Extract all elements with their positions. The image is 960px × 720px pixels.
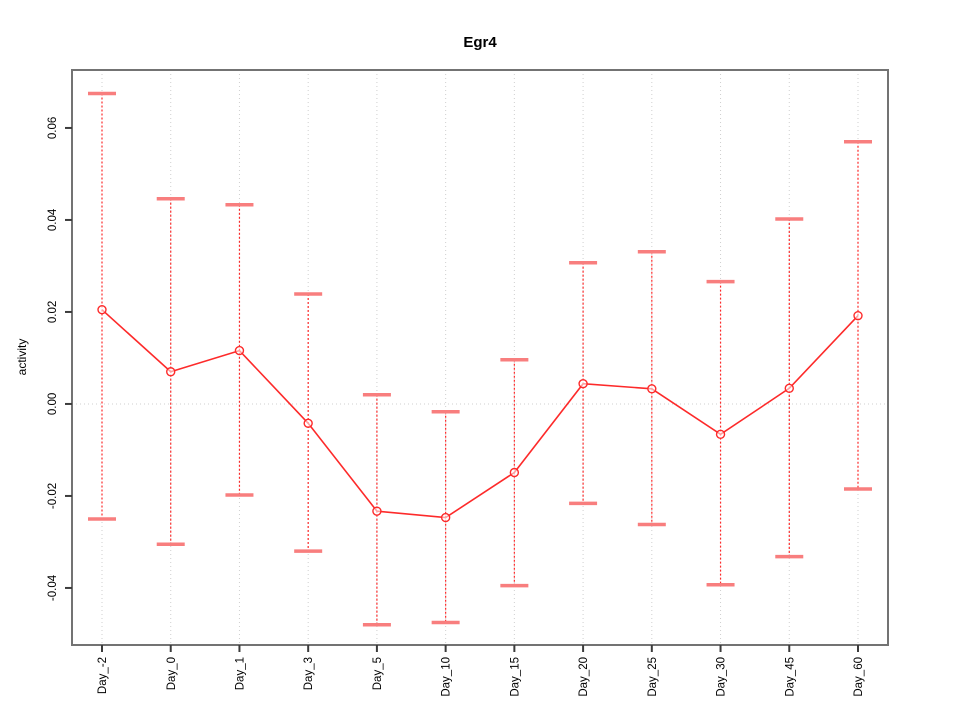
data-point	[440, 512, 451, 523]
x-tick-label: Day_5	[372, 657, 384, 690]
x-tick-label: Day_1	[234, 657, 246, 690]
data-point	[647, 384, 657, 394]
x-tick-label: Day_10	[441, 657, 453, 697]
data-point	[234, 345, 245, 356]
data-point	[372, 506, 382, 516]
x-tick-label: Day_60	[853, 657, 865, 697]
data-point	[784, 383, 794, 394]
data-point	[97, 304, 107, 315]
chart-title: Egr4	[463, 34, 497, 51]
y-tick-label: -0.02	[47, 483, 59, 509]
y-tick-label: -0.04	[47, 574, 59, 601]
y-tick-label: 0.04	[47, 208, 59, 231]
x-tick-label: Day_-2	[97, 657, 109, 694]
x-tick-label: Day_45	[784, 657, 796, 697]
y-tick-label: 0.06	[47, 117, 59, 139]
x-tick-label: Day_30	[716, 657, 728, 697]
y-tick-label: 0.02	[47, 301, 59, 323]
data-point	[303, 418, 313, 428]
y-tick-label: 0.00	[47, 393, 59, 415]
data-point	[166, 367, 176, 377]
x-tick-label: Day_15	[509, 657, 521, 697]
x-tick-label: Day_3	[303, 657, 315, 690]
series-line	[101, 309, 859, 519]
x-tick-label: Day_25	[647, 657, 659, 697]
chart-layers: -0.04 -0.02 0.00 0.02 0.04 0.06 Day_-2 Day_0 Day…	[47, 69, 889, 697]
y-axis-label: activity	[15, 339, 29, 376]
x-tick-label: Day_20	[578, 657, 590, 697]
plot-border	[71, 69, 889, 646]
data-point	[578, 379, 588, 389]
data-point	[715, 429, 726, 440]
data-point	[853, 310, 863, 321]
data-point	[509, 467, 520, 478]
x-tick-label: Day_0	[166, 657, 178, 690]
